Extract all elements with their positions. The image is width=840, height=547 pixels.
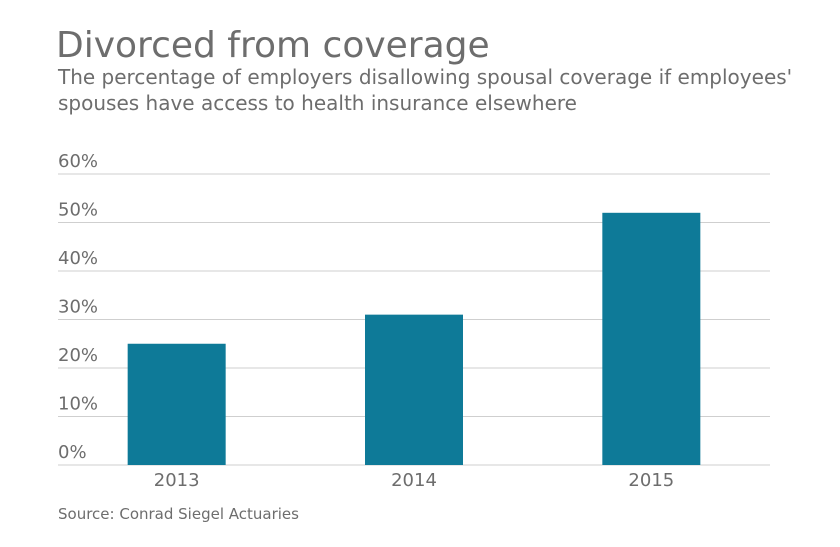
y-tick-label: 40% [58,248,98,269]
chart-subtitle: The percentage of employers disallowing … [58,65,793,115]
y-tick-label: 30% [58,297,98,318]
y-tick-label: 20% [58,345,98,366]
y-tick-label: 50% [58,200,98,221]
chart-title: Divorced from coverage [56,25,490,66]
x-tick-label: 2014 [391,470,437,491]
x-tick-label: 2015 [628,470,674,491]
y-tick-label: 10% [58,394,98,415]
x-axis-ticks: 2013 2014 2015 [154,470,674,491]
x-tick-label: 2013 [154,470,200,491]
bar-2013 [127,343,226,465]
y-tick-label: 0% [58,442,87,463]
source-note: Source: Conrad Siegel Actuaries [58,505,299,523]
bar-2014 [365,314,463,465]
y-axis-ticks: 0% 10% 20% 30% 40% 50% 60% [58,151,98,463]
bar-2015 [602,212,701,465]
y-tick-label: 60% [58,151,98,172]
bars [127,212,701,465]
